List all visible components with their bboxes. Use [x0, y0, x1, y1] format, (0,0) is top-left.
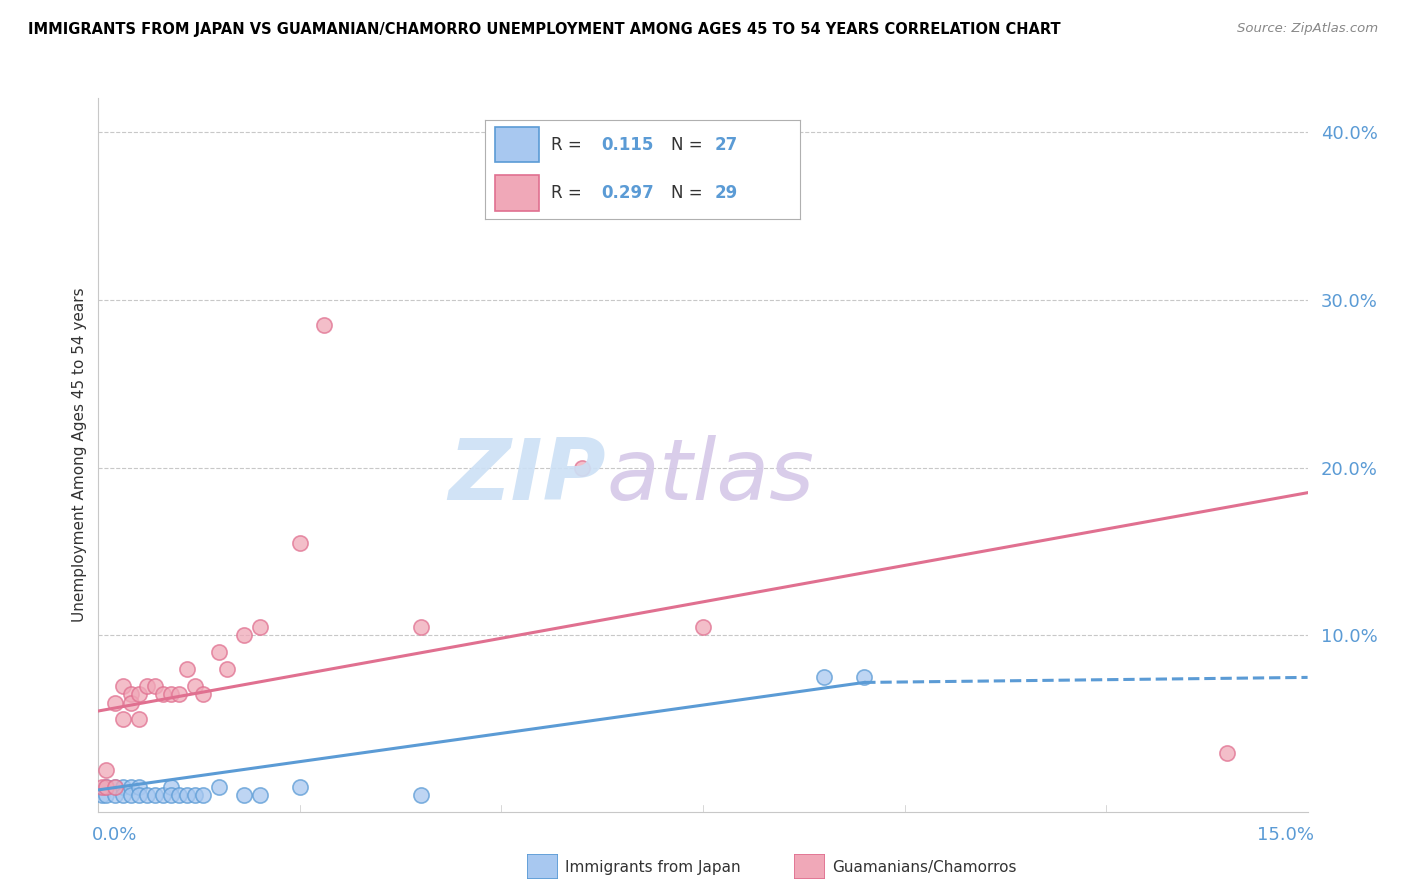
Point [160, 687, 183, 701]
Point [176, 788, 198, 802]
Point [128, 687, 150, 701]
Point [152, 788, 174, 802]
Point [143, 788, 166, 802]
Point [135, 788, 157, 802]
Point [96, 780, 118, 794]
Point [128, 788, 150, 802]
Point [409, 788, 432, 802]
FancyBboxPatch shape [527, 854, 558, 879]
Point [1216, 746, 1239, 760]
Point [160, 780, 183, 794]
Point [813, 670, 835, 684]
Point [692, 620, 714, 634]
Y-axis label: Unemployment Among Ages 45 to 54 years: Unemployment Among Ages 45 to 54 years [72, 287, 87, 623]
Point [111, 788, 134, 802]
Point [160, 788, 183, 802]
Point [111, 712, 134, 726]
Point [167, 788, 190, 802]
Point [249, 620, 271, 634]
Point [103, 788, 125, 802]
Text: Guamanians/Chamorros: Guamanians/Chamorros [832, 860, 1017, 874]
Point [120, 696, 142, 710]
Point [167, 687, 190, 701]
Point [314, 318, 336, 332]
Text: IMMIGRANTS FROM JAPAN VS GUAMANIAN/CHAMORRO UNEMPLOYMENT AMONG AGES 45 TO 54 YEA: IMMIGRANTS FROM JAPAN VS GUAMANIAN/CHAMO… [28, 22, 1060, 37]
Point [128, 780, 150, 794]
Point [103, 780, 125, 794]
Point [193, 788, 215, 802]
Point [143, 679, 166, 693]
Point [96, 788, 118, 802]
Point [111, 780, 134, 794]
Point [91, 780, 114, 794]
Point [193, 687, 215, 701]
Point [571, 460, 593, 475]
Point [409, 620, 432, 634]
Point [128, 712, 150, 726]
Point [96, 780, 118, 794]
Text: Source: ZipAtlas.com: Source: ZipAtlas.com [1237, 22, 1378, 36]
Text: 0.0%: 0.0% [93, 826, 138, 844]
Point [91, 788, 114, 802]
Point [120, 788, 142, 802]
Point [208, 645, 231, 659]
Point [853, 670, 876, 684]
Point [217, 662, 239, 676]
Point [120, 780, 142, 794]
Point [208, 780, 231, 794]
Point [288, 536, 311, 550]
Point [232, 628, 254, 642]
Point [103, 780, 125, 794]
Text: 15.0%: 15.0% [1257, 826, 1313, 844]
Point [184, 679, 207, 693]
Point [103, 696, 125, 710]
Point [184, 788, 207, 802]
Point [152, 687, 174, 701]
Point [96, 763, 118, 777]
Text: atlas: atlas [606, 434, 814, 518]
Point [111, 679, 134, 693]
Text: ZIP: ZIP [449, 434, 606, 518]
FancyBboxPatch shape [794, 854, 825, 879]
Point [232, 788, 254, 802]
Point [120, 687, 142, 701]
Point [249, 788, 271, 802]
Point [288, 780, 311, 794]
Text: Immigrants from Japan: Immigrants from Japan [565, 860, 741, 874]
Point [135, 679, 157, 693]
Point [176, 662, 198, 676]
